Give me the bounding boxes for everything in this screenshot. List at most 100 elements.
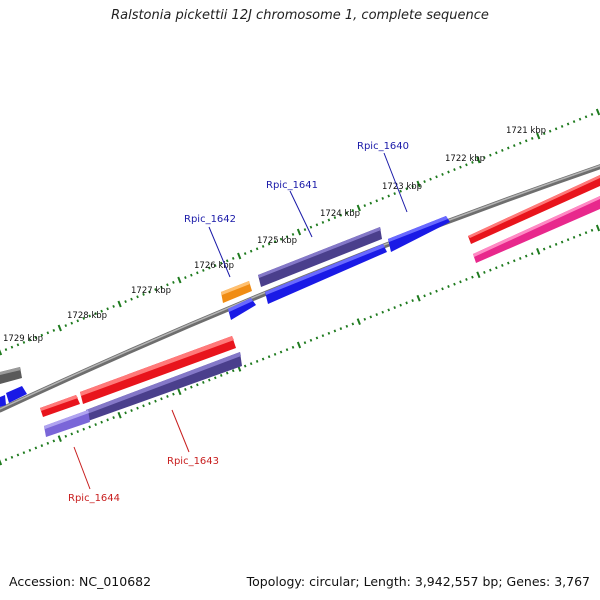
bottom-rail-minor-tick: [231, 369, 235, 373]
gene-feature-rpic-1643-indigo[interactable]: [86, 352, 242, 421]
bottom-rail-minor-tick: [255, 359, 259, 363]
top-rail-minor-tick: [261, 244, 265, 248]
gene-label-rpic-1641[interactable]: Rpic_1641: [266, 180, 318, 191]
top-rail-minor-tick: [405, 187, 408, 191]
top-rail-minor-tick: [524, 139, 528, 143]
bottom-rail-minor-tick: [560, 240, 564, 244]
gene-feature-rpic-1642-orange[interactable]: [221, 281, 252, 303]
scale-ticks-top: [0, 108, 600, 356]
gene-feature-rpic-1642-blue[interactable]: [228, 298, 256, 320]
top-rail-minor-tick: [542, 132, 546, 136]
top-rail-minor-tick: [435, 175, 438, 179]
top-rail-major-tick: [57, 324, 62, 332]
bottom-rail-minor-tick: [435, 289, 438, 293]
gene-feature-rpic-1640[interactable]: [388, 216, 450, 252]
bottom-rail-minor-tick: [184, 388, 187, 391]
top-rail-minor-tick: [213, 264, 217, 268]
top-rail-minor-tick: [530, 136, 534, 140]
gene-feature-rpic-1641-indigo[interactable]: [258, 227, 382, 287]
bottom-rail-minor-tick: [339, 327, 343, 331]
gene-feature-rpic-1644-lavender[interactable]: [44, 410, 90, 437]
bottom-rail-minor-tick: [160, 397, 163, 401]
top-rail-minor-tick: [52, 328, 56, 332]
top-rail-minor-tick: [584, 115, 588, 119]
top-rail-minor-tick: [554, 127, 558, 131]
bottom-rail-minor-tick: [345, 324, 349, 328]
gene-feature-right-magenta[interactable]: [473, 196, 600, 263]
leader-rpic-1643: [171, 409, 190, 453]
top-rail-minor-tick: [154, 288, 157, 292]
bottom-rail-minor-tick: [554, 242, 558, 246]
bottom-rail-minor-tick: [190, 385, 193, 389]
top-rail-minor-tick: [231, 256, 235, 260]
top-rail-minor-tick: [249, 249, 253, 253]
top-rail-minor-tick: [495, 151, 498, 155]
bottom-rail-minor-tick: [154, 399, 157, 403]
bottom-rail-minor-tick: [10, 455, 14, 459]
bottom-rail-minor-tick: [267, 355, 271, 359]
gene-label-rpic-1642[interactable]: Rpic_1642: [184, 214, 236, 225]
bottom-rail-minor-tick: [530, 252, 534, 256]
top-rail-minor-tick: [339, 213, 343, 217]
top-rail-minor-tick: [219, 261, 223, 265]
bottom-rail-minor-tick: [88, 425, 91, 429]
bottom-rail-minor-tick: [501, 263, 504, 267]
gene-feature-right-red[interactable]: [468, 175, 600, 244]
bottom-rail-minor-tick: [64, 434, 68, 438]
bottom-rail-minor-tick: [279, 350, 283, 354]
gene-feature-left-gray[interactable]: [0, 367, 22, 384]
top-rail-minor-tick: [273, 240, 277, 244]
top-rail-minor-tick: [172, 280, 175, 284]
top-rail-major-tick: [416, 180, 421, 188]
top-rail-minor-tick: [459, 165, 462, 169]
top-rail-minor-tick: [64, 324, 68, 328]
bottom-rail-minor-tick: [429, 292, 432, 295]
gene-feature-rpic-1641-blue[interactable]: [265, 244, 387, 304]
top-rail-minor-tick: [345, 211, 349, 215]
bottom-rail-minor-tick: [471, 275, 474, 279]
top-rail-minor-tick: [548, 129, 552, 133]
bottom-rail-minor-tick: [136, 406, 139, 410]
bottom-rail-major-tick: [0, 459, 3, 466]
top-rail-minor-tick: [130, 297, 133, 301]
bottom-rail-minor-tick: [524, 254, 528, 258]
bottom-rail-minor-tick: [351, 322, 355, 326]
gene-label-rpic-1640[interactable]: Rpic_1640: [357, 141, 409, 152]
gene-label-rpic-1644[interactable]: Rpic_1644: [68, 493, 120, 504]
top-rail-major-tick: [296, 228, 302, 236]
top-rail-minor-tick: [136, 295, 139, 299]
bottom-rail-minor-tick: [399, 303, 402, 307]
bottom-rail-minor-tick: [447, 285, 450, 288]
top-rail-major-tick: [536, 132, 541, 140]
top-rail-minor-tick: [309, 225, 313, 229]
top-rail-minor-tick: [255, 247, 259, 251]
bottom-rail-minor-tick: [76, 430, 80, 434]
sequence-summary: Topology: circular; Length: 3,942,557 bp…: [246, 574, 590, 589]
top-rail-minor-tick: [190, 273, 193, 277]
top-rail-minor-tick: [363, 204, 367, 208]
bottom-rail-minor-tick: [459, 280, 462, 284]
gene-label-rpic-1643[interactable]: Rpic_1643: [167, 456, 219, 467]
top-rail-minor-tick: [166, 283, 169, 287]
bottom-rail-minor-tick: [106, 418, 109, 422]
gene-feature-rpic-1644-red[interactable]: [40, 395, 80, 417]
bottom-rail-minor-tick: [590, 228, 594, 232]
bottom-rail-major-tick: [356, 318, 361, 325]
bottom-rail-major-tick: [476, 271, 481, 279]
bottom-rail-minor-tick: [52, 439, 56, 443]
bottom-rail-minor-tick: [423, 294, 426, 298]
top-rail-minor-tick: [507, 146, 510, 150]
scale-label-1726: 1726 kbp: [194, 261, 234, 271]
top-rail-minor-tick: [303, 228, 307, 232]
top-rail-minor-tick: [512, 144, 516, 148]
top-rail-minor-tick: [447, 170, 450, 174]
gene-feature-rpic-1643-red[interactable]: [80, 336, 236, 404]
bottom-rail-minor-tick: [225, 371, 229, 375]
gene-feature-left-blue-a[interactable]: [6, 386, 27, 403]
gene-feature-left-blue-b[interactable]: [0, 395, 6, 407]
bottom-rail-minor-tick: [219, 373, 223, 377]
bottom-rail-minor-tick: [196, 383, 199, 387]
top-rail-minor-tick: [351, 208, 355, 212]
top-rail-minor-tick: [160, 285, 163, 289]
top-rail-minor-tick: [112, 304, 115, 308]
